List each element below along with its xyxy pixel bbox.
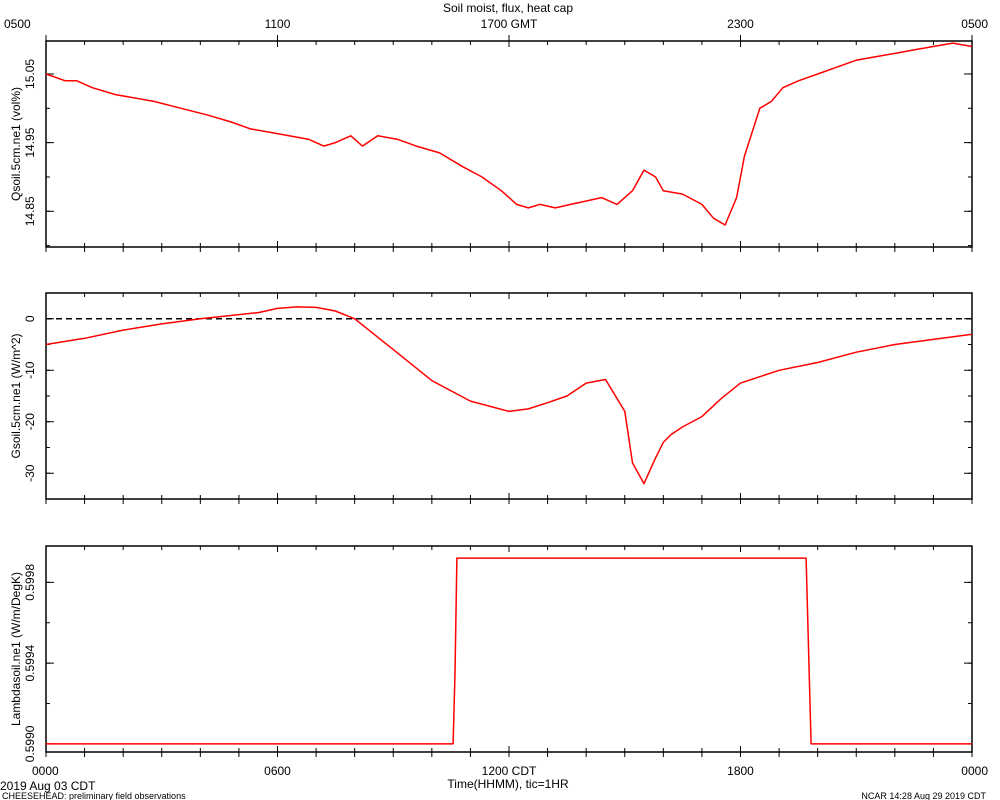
x-axis-label: Time(HHMM), tic=1HR <box>447 777 569 791</box>
series-line <box>45 306 973 485</box>
y-axis-label: Lambdasoil.ne1 (W/m/DegK) <box>9 572 23 726</box>
bottom-tick-label: 0000 <box>32 764 59 778</box>
series-line <box>46 557 972 745</box>
footer-date: 2019 Aug 03 CDT <box>0 779 96 793</box>
top-tick-label: 0500 <box>4 17 31 31</box>
y-tick-label: -20 <box>23 413 37 431</box>
top-tick-label: 1700 GMT <box>481 17 538 31</box>
y-tick-label: 14.95 <box>23 127 37 157</box>
y-axis-label: Gsoil.5cm.ne1 (W/m^2) <box>9 334 23 459</box>
top-time-axis: 0500 1100 1700 GMT 2300 0500 <box>4 17 988 41</box>
footer-credit: NCAR 14:28 Aug 29 2019 CDT <box>861 791 986 800</box>
footer-project: CHEESEHEAD: preliminary field observatio… <box>2 791 186 800</box>
y-tick-label: 0 <box>23 315 37 322</box>
y-tick-label: 0.5994 <box>23 644 37 681</box>
plot-frame <box>45 545 973 753</box>
top-tick-label: 2300 <box>727 17 754 31</box>
series-line <box>45 42 973 226</box>
y-tick-label: 15.05 <box>23 59 37 89</box>
y-tick-label: -10 <box>23 361 37 379</box>
chart-title: Soil moist, flux, heat cap <box>443 1 573 15</box>
bottom-tick-label: 0600 <box>264 764 291 778</box>
bottom-tick-label: 1800 <box>727 764 754 778</box>
bottom-tick-label: 0000 <box>961 764 988 778</box>
plot-frame <box>45 40 973 248</box>
bottom-time-axis: 0000 0600 1200 CDT 1800 0000 <box>32 764 988 778</box>
plot-frame <box>45 292 973 500</box>
y-axis-label: Qsoil.5cm.ne1 (vol%) <box>9 87 23 201</box>
y-tick-label: 0.5998 <box>23 564 37 601</box>
y-tick-label: -30 <box>23 464 37 482</box>
y-tick-label: 14.85 <box>23 196 37 226</box>
bottom-tick-label: 1200 CDT <box>482 764 537 778</box>
top-tick-label: 1100 <box>265 17 291 31</box>
y-tick-label: 0.5990 <box>23 725 37 762</box>
top-tick-label: 0500 <box>961 17 988 31</box>
